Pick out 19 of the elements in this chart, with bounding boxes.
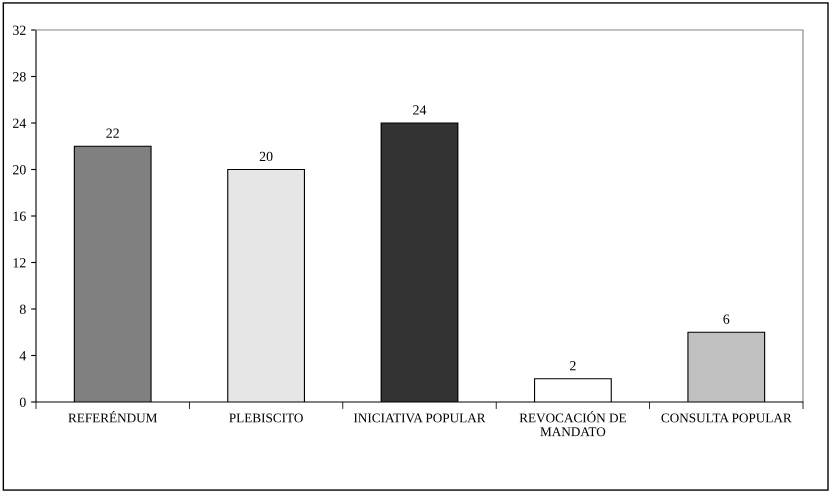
x-tick-label: PLEBISCITO [229,414,303,422]
y-tick-label: 12 [14,258,26,268]
y-tick-label: 28 [13,72,26,82]
y-tick-label: 32 [13,26,26,35]
y-tick-label: 16 [14,212,26,221]
data-label: 2 [570,361,576,370]
x-tick-label: REFERÉNDUM [68,410,158,422]
data-label: 22 [106,128,119,138]
x-tick-label: INICIATIVA POPULAR [354,414,486,422]
y-tick-label: 8 [20,304,26,314]
y-tick-label: 0 [20,398,26,407]
y-tick-label: 4 [20,351,26,360]
y-tick-label: 24 [13,118,26,128]
y-tick-label: 20 [13,165,26,174]
data-label: 6 [723,314,730,324]
data-label: 20 [260,152,273,162]
x-tick-label: CONSULTA POPULAR [661,414,792,422]
x-tick-label: REVOCACIÓN DE MANDATO [520,410,626,436]
data-label: 24 [413,105,426,114]
